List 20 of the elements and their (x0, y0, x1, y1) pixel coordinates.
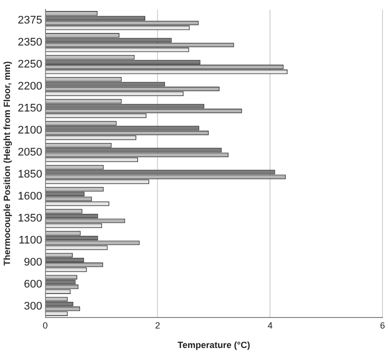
y-tick-label: 2150 (18, 102, 42, 115)
y-tick-label: 900 (24, 256, 42, 268)
y-tick-label: 300 (24, 300, 42, 312)
x-axis-title: Temperature (°C) (178, 340, 250, 350)
x-tick-label: 2 (155, 320, 160, 330)
y-tick-label: 2250 (18, 58, 42, 71)
y-tick-label: 2350 (18, 36, 42, 49)
y-tick-label: 1850 (18, 168, 42, 181)
y-tick-label: 2100 (18, 124, 42, 137)
x-tick-label: 0 (42, 320, 48, 330)
x-tick-label: 4 (268, 320, 273, 330)
x-tick-label: 6 (380, 320, 386, 330)
y-tick-label: 2050 (18, 146, 42, 159)
y-tick-label: 1100 (18, 234, 42, 246)
y-axis-title: Thermocouple Position (Height from Floor, mm) (2, 61, 12, 266)
y-tick-label: 2200 (18, 80, 42, 93)
y-tick-label: 1350 (18, 212, 42, 224)
y-tick-label: 2375 (18, 14, 42, 27)
y-tick-label: 1600 (18, 190, 42, 203)
y-tick-label: 600 (24, 278, 42, 290)
